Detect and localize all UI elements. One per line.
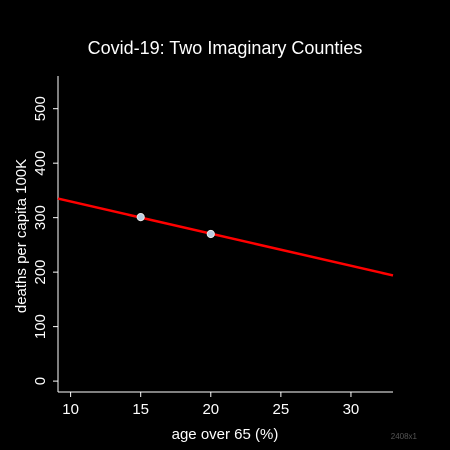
y-tick-label: 500 [32, 96, 49, 121]
y-tick-label: 0 [32, 377, 49, 385]
x-tick-label: 25 [273, 401, 290, 418]
chart-title: Covid-19: Two Imaginary Counties [88, 38, 363, 58]
y-tick-label: 200 [32, 260, 49, 285]
regression-line [57, 197, 394, 277]
y-tick-label: 100 [32, 314, 49, 339]
data-point [206, 229, 215, 239]
y-axis-label: deaths per capita 100K [13, 159, 30, 313]
x-axis-label: age over 65 (%) [172, 426, 279, 443]
x-tick-label: 10 [62, 401, 79, 418]
x-tick-label: 15 [132, 401, 149, 418]
data-point [136, 213, 145, 222]
watermark: 2408x1 [391, 432, 418, 441]
x-tick-label: 20 [202, 401, 219, 418]
y-tick-label: 300 [32, 205, 49, 230]
x-tick-label: 30 [343, 401, 360, 418]
y-tick-label: 400 [32, 151, 49, 176]
